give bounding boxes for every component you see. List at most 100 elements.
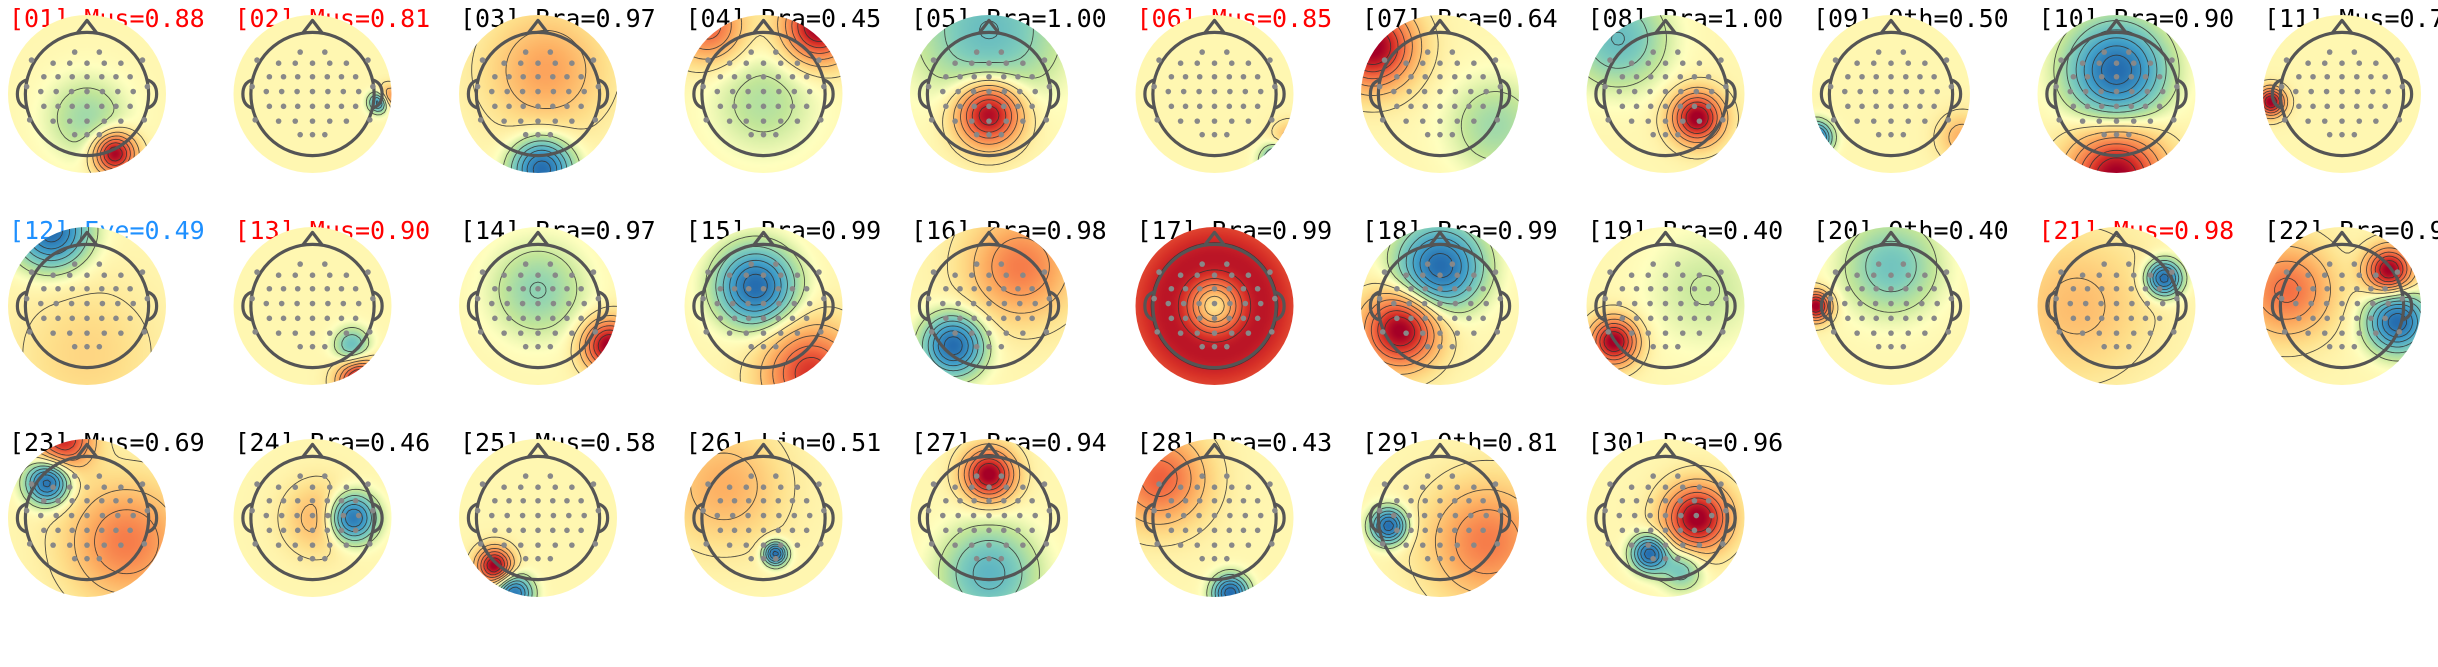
topomap-panel: [16] Bra=0.98 xyxy=(910,216,1107,385)
sensor-dot xyxy=(1390,88,1397,95)
sensor-dot xyxy=(2356,118,2363,124)
sensor-dot xyxy=(2321,330,2328,336)
sensor-dot xyxy=(547,131,554,138)
sensor-dot xyxy=(1677,73,1684,80)
sensor-dot xyxy=(1196,73,1203,80)
sensor-dot xyxy=(986,285,992,292)
component-score: 0.98 xyxy=(1047,216,1107,245)
component-score: 0.40 xyxy=(1723,216,1783,245)
sensor-dot xyxy=(2323,88,2330,95)
sensor-dot xyxy=(324,73,331,80)
sensor-dot xyxy=(971,285,978,292)
sensor-dot xyxy=(113,73,119,80)
sensor-dot xyxy=(324,315,331,322)
sensor-dot xyxy=(1228,542,1235,548)
sensor-dot xyxy=(522,555,529,562)
sensor-dot xyxy=(714,88,721,95)
sensor-dot xyxy=(504,300,510,307)
component-score: 0.75 xyxy=(2400,4,2438,33)
sensor-dot xyxy=(2070,315,2077,322)
head-outline xyxy=(1602,30,1729,158)
sensor-dot xyxy=(1437,272,1443,278)
sensor-dot xyxy=(1020,484,1026,490)
sensor-dot xyxy=(1832,269,1839,275)
sensor-dot xyxy=(1854,118,1860,124)
sensor-dot xyxy=(2096,272,2103,278)
sensor-dot xyxy=(113,315,119,322)
sensor-dot xyxy=(2356,60,2363,66)
sensor-dot xyxy=(1452,512,1459,519)
sensor-dot xyxy=(309,300,316,307)
sensor-dot xyxy=(592,329,599,335)
sensor-dot xyxy=(1720,329,1726,335)
right-ear-outline xyxy=(1049,502,1061,534)
sensor-dot xyxy=(504,88,510,95)
sensor-dot xyxy=(1720,541,1726,547)
component-score: 0.81 xyxy=(1498,428,1558,457)
sensor-dot xyxy=(2147,60,2154,66)
sensor-dot xyxy=(326,60,333,66)
head-outline xyxy=(1827,30,1955,158)
sensor-dot xyxy=(816,57,822,63)
sensor-dot xyxy=(1226,103,1233,110)
sensor-dot xyxy=(760,60,767,66)
sensor-dot xyxy=(324,527,331,534)
sensor-dot xyxy=(326,542,333,548)
sensor-dot xyxy=(1870,60,1877,66)
sensor-dot xyxy=(566,88,572,95)
sensor-dot xyxy=(1854,272,1860,278)
sensor-dot xyxy=(1875,49,1882,55)
sensor-dot xyxy=(1662,542,1669,548)
sensor-dot xyxy=(2113,330,2120,336)
sensor-dot xyxy=(1888,88,1894,95)
sensor-dot xyxy=(547,555,554,562)
sensor-dot xyxy=(84,497,90,504)
sensor-dot xyxy=(322,131,328,138)
sensor-dot xyxy=(2171,117,2177,123)
sensor-dot xyxy=(84,73,90,80)
sensor-dot xyxy=(144,507,151,514)
sensor-dot xyxy=(309,512,316,519)
sensor-dot xyxy=(745,315,752,322)
sensor-dot xyxy=(760,300,767,307)
sensor-dot xyxy=(1647,285,1654,292)
nose-outline xyxy=(1879,18,1903,35)
sensor-dot xyxy=(1267,57,1273,63)
contour-lines xyxy=(2263,227,2421,362)
sensor-dot xyxy=(564,527,570,534)
sensor-dot xyxy=(1451,497,1458,504)
sensor-dot xyxy=(69,103,76,110)
sensor-dot xyxy=(1948,83,1955,90)
sensor-dot xyxy=(2126,49,2132,55)
sensor-dot xyxy=(564,73,570,80)
sensor-dot xyxy=(952,118,958,124)
sensor-dot xyxy=(99,300,106,307)
sensor-dot xyxy=(1471,542,1477,548)
sensor-dot xyxy=(1917,103,1923,110)
sensor-dot xyxy=(2353,73,2360,80)
head-outline xyxy=(1151,30,1278,158)
nose-outline xyxy=(1879,230,1903,247)
sensor-dot xyxy=(55,103,61,110)
sensor-dot xyxy=(1451,103,1458,110)
left-ear-outline xyxy=(917,78,929,110)
sensor-dot xyxy=(760,343,767,350)
nose-outline xyxy=(2105,18,2128,35)
sensor-dot xyxy=(760,131,767,138)
left-ear-outline xyxy=(15,78,27,110)
sensor-dot xyxy=(535,542,541,548)
sensor-dot xyxy=(1934,88,1941,95)
sensor-dot xyxy=(1177,542,1184,548)
sensor-dot xyxy=(1379,117,1386,123)
sensor-dot xyxy=(2113,300,2120,307)
sensor-dot xyxy=(309,330,316,336)
sensor-dot xyxy=(592,117,599,123)
sensor-dot xyxy=(294,315,301,322)
sensor-dot xyxy=(1662,60,1669,66)
head-outline xyxy=(1151,454,1278,582)
sensor-dot xyxy=(1424,131,1431,138)
sensor-dot xyxy=(1645,272,1652,278)
sensor-dot xyxy=(1605,541,1611,547)
sensor-dot xyxy=(325,88,331,95)
